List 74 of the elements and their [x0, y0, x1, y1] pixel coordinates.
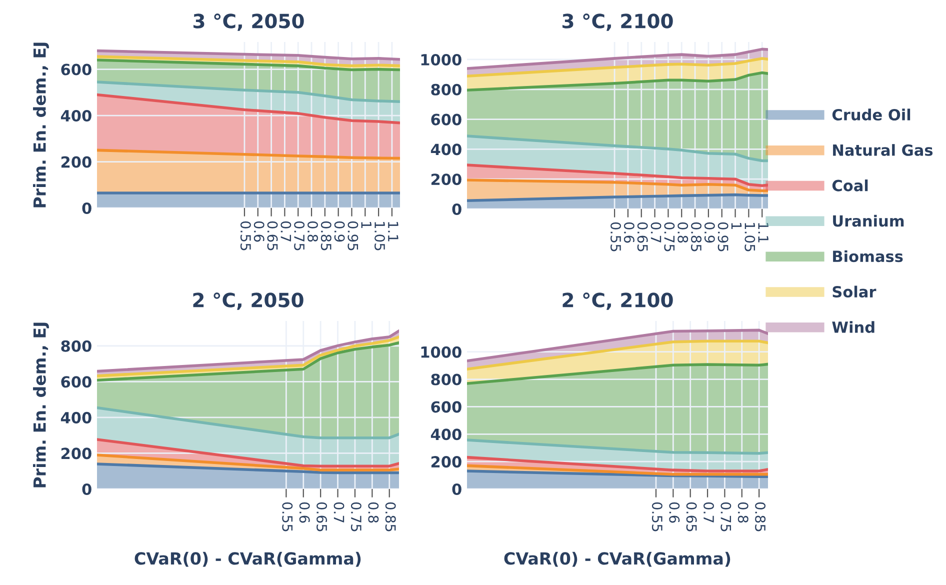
- x-tick-label: 0.75: [664, 222, 675, 252]
- x-tick-label: 1: [731, 223, 742, 230]
- x-tick-label: 0.65: [267, 221, 278, 250]
- x-tick-label: 0.55: [652, 502, 662, 532]
- y-tick-label: 0: [82, 483, 92, 496]
- x-tick-label: 0.6: [624, 222, 634, 243]
- y-tick-label: 1000: [421, 54, 462, 66]
- y-tick-label: 600: [61, 376, 92, 388]
- x-tick-label: 0.6: [299, 502, 310, 523]
- x-tick-label: 0.75: [350, 502, 362, 532]
- x-tick-label: 0.8: [678, 222, 688, 243]
- x-tick-label: 0.6: [669, 502, 680, 523]
- y-tick-label: 600: [431, 114, 462, 126]
- x-tick-label: 0.95: [348, 221, 358, 250]
- x-tick-label: 0.7: [703, 502, 714, 522]
- legend-label: Natural Gas: [833, 144, 933, 156]
- x-tick-label: 0.55: [282, 502, 293, 532]
- y-tick-label: 0: [452, 203, 462, 216]
- x-tick-label: 0.9: [704, 222, 715, 243]
- legend-label: Biomass: [833, 250, 903, 262]
- x-tick-label: 0.75: [720, 502, 732, 532]
- y-axis-title: Prim. En. dem., EJ: [33, 322, 50, 488]
- y-tick-label: 200: [431, 456, 462, 468]
- y-tick-label: 400: [60, 110, 92, 122]
- y-axis-title: Prim. En. dem., EJ: [33, 42, 50, 208]
- x-tick-label: 0.85: [755, 502, 766, 532]
- y-tick-label: 0: [82, 202, 92, 214]
- x-tick-label: 0.65: [637, 222, 648, 252]
- y-tick-label: 0: [452, 483, 462, 496]
- y-tick-label: 400: [60, 412, 92, 424]
- chart-title: 2 °C, 2100: [562, 292, 673, 310]
- chart-title: 2 °C, 2050: [193, 292, 304, 310]
- x-tick-label: 0.55: [610, 222, 622, 252]
- x-tick-label: 0.85: [320, 221, 332, 250]
- legend-label: Solar: [832, 286, 876, 298]
- x-tick-label: 0.8: [738, 502, 748, 523]
- x-tick-label: 1.1: [758, 223, 768, 242]
- x-tick-label: 0.7: [334, 502, 344, 522]
- x-tick-label: 1.1: [388, 222, 398, 242]
- y-tick-label: 400: [430, 144, 462, 156]
- y-tick-label: 200: [61, 156, 92, 168]
- x-axis-title: CVaR(0) - CVaR(Gamma): [134, 552, 361, 567]
- x-tick-label: 0.75: [294, 221, 305, 250]
- x-tick-label: 0.8: [368, 502, 379, 523]
- x-tick-label: 1.05: [744, 223, 756, 252]
- x-tick-label: 1.05: [374, 222, 386, 250]
- x-tick-label: 0.7: [650, 222, 662, 242]
- x-tick-label: 0.7: [280, 221, 292, 242]
- y-tick-label: 400: [430, 428, 462, 440]
- y-tick-label: 200: [61, 448, 92, 460]
- x-tick-label: 0.6: [254, 221, 264, 242]
- legend-label: Uranium: [833, 214, 904, 227]
- y-tick-label: 600: [61, 64, 92, 76]
- y-tick-label: 1000: [421, 346, 462, 358]
- x-tick-label: 0.85: [691, 222, 702, 252]
- y-tick-label: 600: [431, 401, 462, 413]
- x-tick-label: 0.95: [718, 222, 728, 252]
- legend-label: Wind: [832, 321, 874, 333]
- x-axis-title: CVaR(0) - CVaR(Gamma): [504, 552, 730, 567]
- legend-label: Crude Oil: [832, 108, 910, 120]
- x-tick-label: 0.9: [334, 221, 345, 242]
- y-tick-label: 800: [431, 84, 462, 96]
- chart-title: 3 °C, 2100: [562, 14, 673, 31]
- x-tick-label: 0.65: [316, 502, 328, 532]
- y-tick-label: 800: [431, 374, 462, 386]
- x-tick-label: 0.65: [686, 502, 697, 532]
- legend-label: Coal: [832, 179, 868, 192]
- x-tick-label: 0.8: [307, 221, 318, 242]
- chart-title: 3 °C, 2050: [194, 14, 304, 31]
- x-tick-label: 0.85: [385, 502, 396, 532]
- y-tick-label: 800: [61, 340, 92, 352]
- x-tick-label: 1: [361, 222, 372, 228]
- y-tick-label: 200: [431, 174, 462, 186]
- x-tick-label: 0.55: [240, 221, 251, 250]
